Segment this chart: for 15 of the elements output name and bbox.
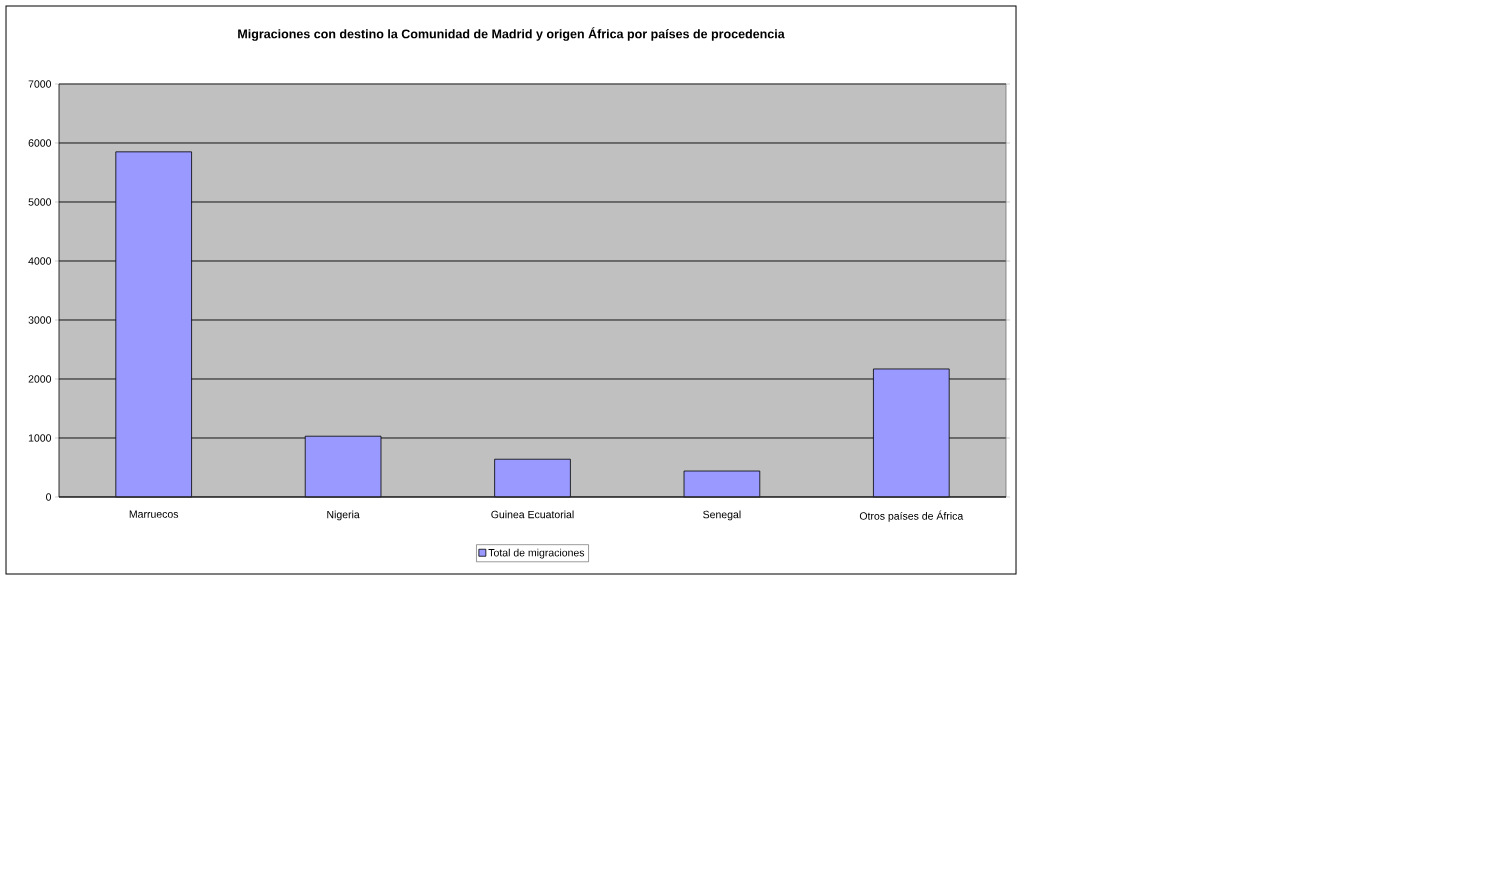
chart-title: Migraciones con destino la Comunidad de Madrid y origen África por países de procedencia — [238, 27, 785, 41]
legend-label: Total de migraciones — [488, 548, 585, 559]
x-tick-label: Marruecos — [129, 510, 179, 518]
x-tick-label: Senegal — [703, 510, 741, 521]
y-tick-label: 2000 — [28, 375, 52, 383]
y-tick-label: 3000 — [28, 316, 52, 324]
x-tick-label: Guinea Ecuatorial — [491, 510, 574, 519]
x-tick-label: Otros países de África — [859, 510, 964, 522]
y-tick-label: 7000 — [28, 80, 52, 88]
y-tick-label: 1000 — [28, 434, 52, 442]
y-tick-label: 5000 — [28, 198, 52, 206]
x-tick-label: Nigeria — [327, 510, 360, 521]
y-tick-label: 4000 — [28, 257, 52, 265]
y-tick-label: 0 — [46, 493, 52, 501]
y-tick-label: 6000 — [28, 139, 52, 147]
